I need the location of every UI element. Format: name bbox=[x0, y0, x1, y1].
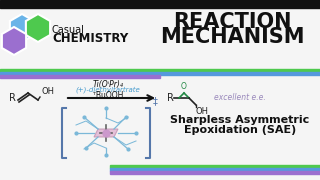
Text: R: R bbox=[9, 93, 15, 103]
Bar bbox=[110, 171, 320, 174]
Text: MECHANISM: MECHANISM bbox=[160, 27, 304, 47]
Bar bbox=[0, 72, 320, 75]
Text: CHEMISTRY: CHEMISTRY bbox=[52, 33, 128, 46]
Text: REACTION: REACTION bbox=[173, 12, 291, 32]
Text: Casual: Casual bbox=[52, 25, 85, 35]
Text: ‡: ‡ bbox=[153, 96, 158, 106]
Text: OH: OH bbox=[42, 87, 55, 96]
Bar bbox=[0, 0, 320, 8]
Text: Ti(OⁱPr)₄: Ti(OⁱPr)₄ bbox=[92, 80, 124, 89]
Polygon shape bbox=[94, 129, 118, 137]
Text: OH: OH bbox=[196, 107, 209, 116]
Text: (+)-diethyltartrate: (+)-diethyltartrate bbox=[76, 87, 140, 93]
Bar bbox=[110, 165, 320, 168]
Text: ᵀBuOOH: ᵀBuOOH bbox=[93, 91, 123, 100]
Text: Sharpless Asymmetric: Sharpless Asymmetric bbox=[170, 115, 310, 125]
Text: O: O bbox=[181, 82, 187, 91]
Bar bbox=[110, 168, 320, 171]
Text: excellent e.e.: excellent e.e. bbox=[214, 93, 266, 102]
Text: Epoxidation (SAE): Epoxidation (SAE) bbox=[184, 125, 296, 135]
Bar bbox=[0, 69, 320, 72]
Bar bbox=[0, 75, 160, 78]
Polygon shape bbox=[2, 27, 26, 55]
Polygon shape bbox=[26, 14, 50, 42]
Text: R: R bbox=[167, 93, 173, 103]
Polygon shape bbox=[10, 14, 34, 42]
